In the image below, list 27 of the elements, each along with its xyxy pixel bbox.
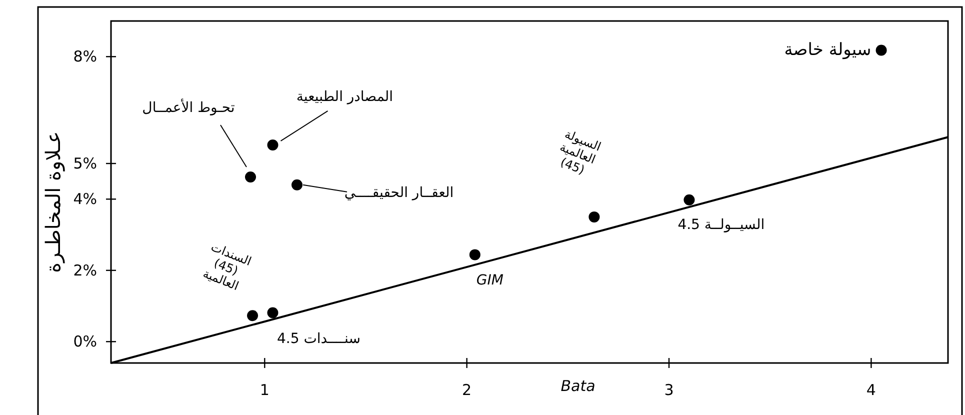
point (469, 249, 480, 260)
point (267, 307, 278, 318)
y-tick-label: 0% (73, 332, 97, 351)
point (267, 139, 278, 150)
annotation: السيــولــة 4.5 (678, 216, 765, 233)
y-tick-label: 5% (73, 154, 97, 172)
point (292, 179, 302, 190)
annotation: سنــــدات 4.5 (276, 330, 360, 347)
x-tick-label: 3 (664, 381, 674, 399)
x-tick-label: 4 (866, 381, 876, 399)
point (247, 310, 258, 322)
annotation: تحـوط الأعمــال (142, 98, 235, 116)
y-tick-label: 2% (73, 261, 97, 280)
annotation: GIM (476, 272, 504, 289)
point (876, 44, 887, 56)
y-axis-title: عـلاوة المخاطـرة (41, 131, 65, 273)
annotation: المصادر الطبيعية (296, 88, 394, 105)
y-tick-label: 4% (73, 190, 97, 208)
point (684, 194, 695, 206)
x-tick-label: 1 (260, 381, 270, 399)
annotation: سيولة خاصة (784, 40, 872, 60)
point (588, 211, 600, 222)
x-axis-title: Bata (560, 377, 596, 395)
y-tick-label: 8% (73, 48, 97, 66)
point (245, 172, 256, 183)
annotation: العقــار الحقيقــــي (344, 184, 454, 201)
x-tick-label: 2 (462, 381, 472, 399)
